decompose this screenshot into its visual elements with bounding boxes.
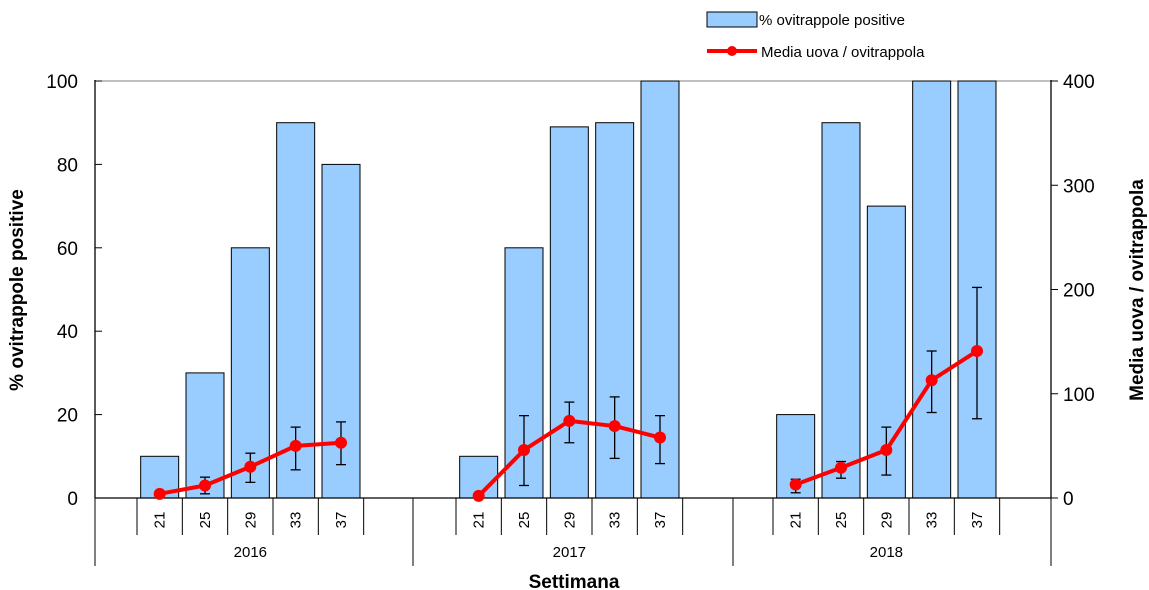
line-marker [608, 420, 621, 433]
category-label: 25 [197, 512, 214, 529]
category-label: 29 [242, 512, 259, 529]
line-marker [834, 461, 847, 474]
category-label: 33 [607, 512, 624, 529]
y2-tick-label: 0 [1063, 489, 1074, 510]
category-label: 25 [516, 512, 533, 529]
category-label: 21 [471, 512, 488, 529]
y2-tick-label: 400 [1063, 72, 1095, 93]
y2-tick-label: 200 [1063, 281, 1095, 302]
y-tick-label: 100 [46, 72, 78, 93]
y2-tick-label: 300 [1063, 176, 1095, 197]
group-label: 2016 [234, 544, 267, 561]
category-label: 21 [152, 512, 169, 529]
line-marker [334, 436, 347, 449]
y-tick-label: 80 [57, 155, 78, 176]
y-tick-label: 20 [57, 406, 78, 427]
line-marker [289, 439, 302, 452]
group-label: 2017 [553, 544, 586, 561]
line-marker [198, 479, 211, 492]
y-axis-title: % ovitrappole positive [7, 189, 28, 391]
line-marker [789, 478, 802, 491]
bar-layer [140, 80, 997, 499]
legend-line-marker [727, 46, 737, 56]
line-marker [925, 374, 938, 387]
line-marker [472, 489, 485, 502]
line-marker [653, 431, 666, 444]
category-label: 33 [924, 512, 941, 529]
group-label: 2018 [870, 544, 903, 561]
y-tick-label: 0 [67, 489, 78, 510]
line-marker [970, 345, 983, 358]
line-marker [880, 444, 893, 457]
category-label: 33 [288, 512, 305, 529]
category-label: 21 [788, 512, 805, 529]
category-label: 29 [878, 512, 895, 529]
legend-bar-label: % ovitrappole positive [759, 12, 905, 29]
bar [821, 122, 861, 499]
line-marker [244, 460, 257, 473]
category-label: 37 [333, 512, 350, 529]
legend: % ovitrappole positive Media uova / ovit… [706, 11, 925, 61]
y2-axis-title: Media uova / ovitrappola [1127, 179, 1148, 401]
category-label: 25 [833, 512, 850, 529]
x-axis-title: Settimana [529, 572, 620, 590]
y-tick-label: 40 [57, 322, 78, 343]
bar [912, 80, 952, 499]
line-marker [517, 444, 530, 457]
category-label: 29 [561, 512, 578, 529]
legend-line-label: Media uova / ovitrappola [761, 44, 925, 61]
category-label: 37 [652, 512, 669, 529]
legend-bar-swatch [706, 11, 758, 28]
y2-tick-label: 100 [1063, 385, 1095, 406]
line-layer [153, 345, 983, 502]
line-marker [563, 414, 576, 427]
category-axis-layer: 21 25 29 33 37 2016 21 25 29 33 37 2017 21 25 29 33 37 20… [94, 498, 1052, 566]
line-marker [153, 487, 166, 500]
tick-label-layer: 0 20 40 60 80 100 0 100 200 300 400 [46, 72, 1094, 510]
category-label: 37 [969, 512, 986, 529]
y-tick-label: 60 [57, 239, 78, 260]
